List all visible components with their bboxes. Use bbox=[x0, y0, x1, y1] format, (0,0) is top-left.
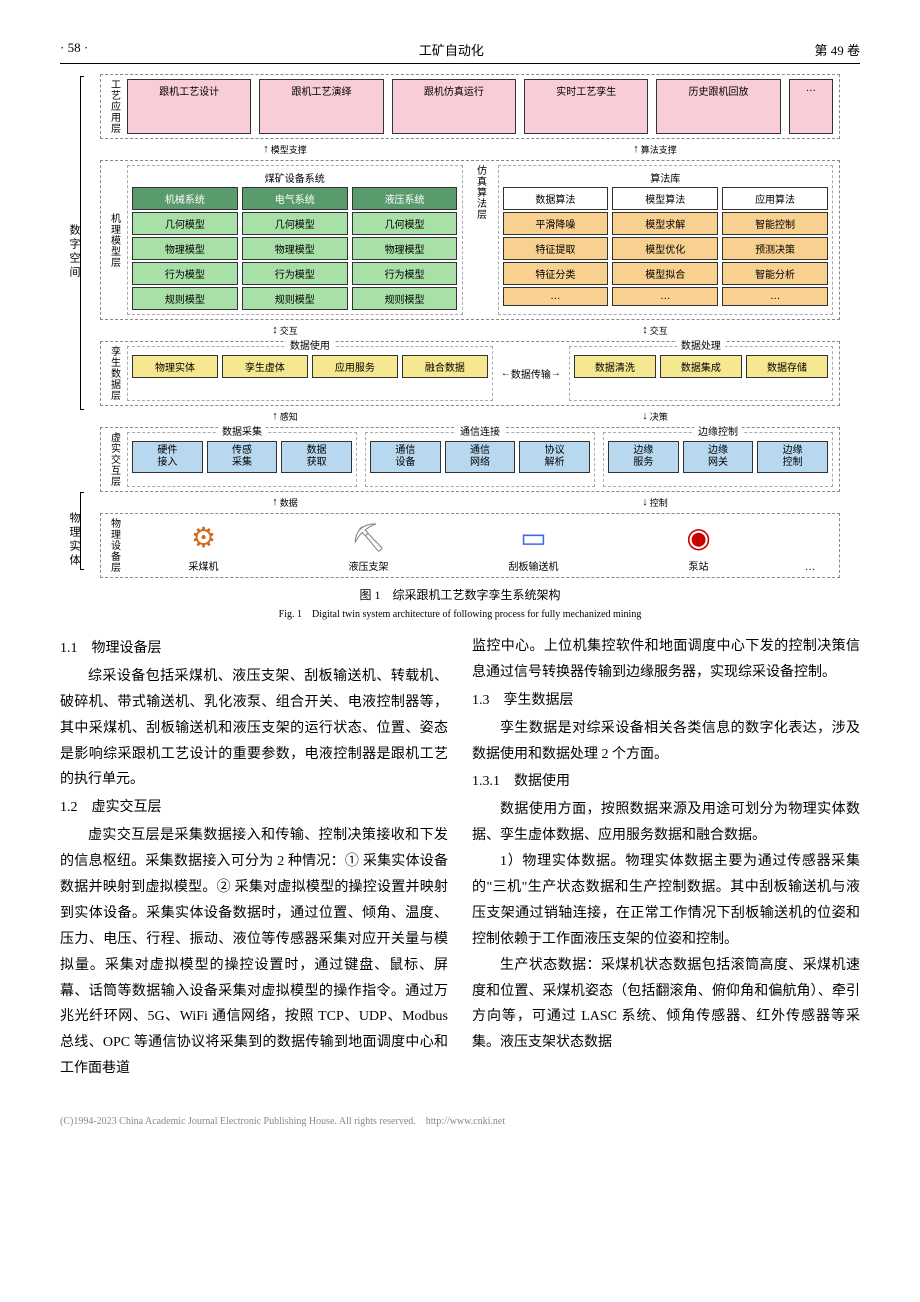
page-number: · 58 · bbox=[60, 40, 88, 59]
section-1-3-1: 1.3.1 数据使用 bbox=[472, 769, 860, 795]
layer-2: 机理模型层 煤矿设备系统 机械系统 几何模型 物理模型 行为模型 规则模型 电气… bbox=[100, 160, 840, 320]
equip-more: … bbox=[787, 522, 833, 573]
app-box: 实时工艺孪生 bbox=[524, 79, 648, 134]
section-1-3: 1.3 孪生数据层 bbox=[472, 688, 860, 714]
app-box: 跟机工艺演绎 bbox=[259, 79, 383, 134]
app-box: 历史跟机回放 bbox=[656, 79, 780, 134]
layer-1: 工艺应用层 跟机工艺设计 跟机工艺演绎 跟机仿真运行 实时工艺孪生 历史跟机回放… bbox=[100, 74, 840, 139]
para-1-1: 综采设备包括采煤机、液压支架、刮板输送机、转载机、破碎机、带式输送机、乳化液泵、… bbox=[60, 664, 448, 793]
para-r3: 生产状态数据：采煤机状态数据包括滚筒高度、采煤机速度和位置、采煤机姿态（包括翻滚… bbox=[472, 953, 860, 1057]
figure-caption-cn: 图 1 综采跟机工艺数字孪生系统架构 bbox=[60, 586, 860, 603]
data-process-group: 数据处理 数据清洗 数据集成 数据存储 bbox=[569, 346, 833, 401]
para-1-3: 孪生数据是对综采设备相关各类信息的数字化表达，涉及数据使用和数据处理 2 个方面… bbox=[472, 716, 860, 768]
edge-group: 边缘控制 边缘服务 边缘网关 边缘控制 bbox=[603, 432, 833, 487]
footer-copyright: (C)1994-2023 China Academic Journal Elec… bbox=[60, 1112, 860, 1127]
arrows-2: ↕交互 ↕交互 bbox=[100, 324, 840, 337]
section-1-2: 1.2 虚实交互层 bbox=[60, 795, 448, 821]
equip-shearer: ⚙ 采煤机 bbox=[127, 518, 280, 573]
app-box: 跟机工艺设计 bbox=[127, 79, 251, 134]
layer-3: 孪生数据层 数据使用 物理实体 孪生虚体 应用服务 融合数据 ← 数据传输 → … bbox=[100, 341, 840, 406]
layer-5: 物理设备层 ⚙ 采煤机 ⛏ 液压支架 ▭ 刮板输送机 ◉ 泵站 … bbox=[100, 513, 840, 578]
data-transport-label: ← 数据传输 → bbox=[501, 346, 561, 401]
equip-conveyor: ▭ 刮板输送机 bbox=[457, 518, 610, 573]
left-column: 1.1 物理设备层 综采设备包括采煤机、液压支架、刮板输送机、转载机、破碎机、带… bbox=[60, 634, 448, 1082]
data-collect-group: 数据采集 硬件接入 传感采集 数据获取 bbox=[127, 432, 357, 487]
app-box-more: … bbox=[789, 79, 833, 134]
para-r2: 1）物理实体数据。物理实体数据主要为通过传感器采集的"三机"生产状态数据和生产控… bbox=[472, 849, 860, 953]
equip-support: ⛏ 液压支架 bbox=[292, 518, 445, 573]
para-r1: 监控中心。上位机集控软件和地面调度中心下发的控制决策信息通过信号转换器传输到边缘… bbox=[472, 634, 860, 686]
para-1-2: 虚实交互层是采集数据接入和传输、控制决策接收和下发的信息枢纽。采集数据接入可分为… bbox=[60, 823, 448, 1082]
body-columns: 1.1 物理设备层 综采设备包括采煤机、液压支架、刮板输送机、转载机、破碎机、带… bbox=[60, 634, 860, 1082]
arrows-3: ↑感知 ↓决策 bbox=[100, 410, 840, 423]
para-1-3-1: 数据使用方面，按照数据来源及用途可划分为物理实体数据、孪生虚体数据、应用服务数据… bbox=[472, 797, 860, 849]
figure-caption-en: Fig. 1 Digital twin system architecture … bbox=[60, 605, 860, 620]
right-column: 监控中心。上位机集控软件和地面调度中心下发的控制决策信息通过信号转换器传输到边缘… bbox=[472, 634, 860, 1082]
algorithm-group: 算法库 数据算法 平滑降噪 特征提取 特征分类 … 模型算法 模型求解 模型优化… bbox=[498, 165, 834, 315]
volume: 第 49 卷 bbox=[814, 40, 860, 59]
layer-4-label: 虚实交互层 bbox=[107, 432, 121, 487]
data-use-group: 数据使用 物理实体 孪生虚体 应用服务 融合数据 bbox=[127, 346, 493, 401]
layer-3-label: 孪生数据层 bbox=[107, 346, 121, 401]
equip-pump: ◉ 泵站 bbox=[622, 518, 775, 573]
layer-1-label: 工艺应用层 bbox=[107, 79, 121, 134]
figure-1-diagram: 数字空间 物理实体 工艺应用层 跟机工艺设计 跟机工艺演绎 跟机仿真运行 实时工… bbox=[80, 74, 840, 578]
page-header: · 58 · 工矿自动化 第 49 卷 bbox=[60, 40, 860, 64]
journal-title: 工矿自动化 bbox=[419, 40, 484, 59]
equipment-system-group: 煤矿设备系统 机械系统 几何模型 物理模型 行为模型 规则模型 电气系统 几何模… bbox=[127, 165, 463, 315]
arrows-4: ↑数据 ↓控制 bbox=[100, 496, 840, 509]
layer-4: 虚实交互层 数据采集 硬件接入 传感采集 数据获取 通信连接 通信设备 通信网络… bbox=[100, 427, 840, 492]
arrows-1: ↑模型支撑 ↑算法支撑 bbox=[100, 143, 840, 156]
section-1-1: 1.1 物理设备层 bbox=[60, 636, 448, 662]
comm-group: 通信连接 通信设备 通信网络 协议解析 bbox=[365, 432, 595, 487]
mid-vlabel: 仿真算法层 bbox=[471, 165, 490, 315]
layer-5-label: 物理设备层 bbox=[107, 518, 121, 573]
layer-2-label: 机理模型层 bbox=[107, 165, 121, 315]
app-box: 跟机仿真运行 bbox=[392, 79, 516, 134]
